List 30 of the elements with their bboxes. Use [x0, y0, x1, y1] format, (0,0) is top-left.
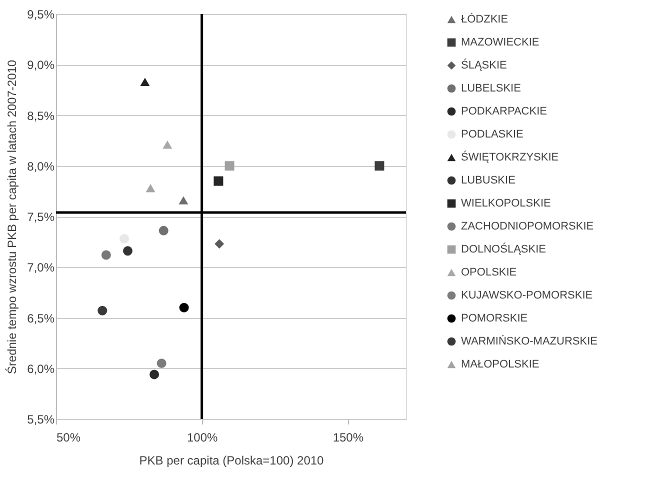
- y-tick-label: 5,5%: [27, 412, 55, 426]
- y-tick-label: 7,0%: [27, 260, 55, 275]
- legend-label: OPOLSKIE: [461, 266, 517, 278]
- legend-label: KUJAWSKO-POMORSKIE: [461, 290, 593, 302]
- legend-label: ŁÓDZKIE: [461, 12, 508, 26]
- y-tick-label: 9,5%: [27, 8, 55, 22]
- legend-label: WIELKOPOLSKIE: [461, 198, 551, 210]
- legend-label: ZACHODNIOPOMORSKIE: [461, 220, 594, 232]
- legend-label: POMORSKIE: [461, 312, 528, 324]
- x-tick-label: 50%: [56, 430, 81, 444]
- x-axis-title: PKB per capita (Polska=100) 2010: [139, 454, 324, 468]
- legend-label: MAZOWIECKIE: [461, 36, 540, 48]
- legend-label: WARMIŃSKO-MAZURSKIE: [461, 334, 598, 348]
- legend-label: MAŁOPOLSKIE: [461, 358, 540, 370]
- y-tick-label: 7,5%: [27, 210, 55, 224]
- legend-label: LUBELSKIE: [461, 82, 521, 94]
- y-tick-label: 8,0%: [27, 159, 55, 174]
- legend-label: PODKARPACKIE: [461, 106, 547, 118]
- legend-label: ŚLĄSKIE: [461, 58, 507, 72]
- legend-label: DOLNOŚLĄSKIE: [461, 242, 546, 256]
- y-tick-label: 6,5%: [27, 311, 55, 326]
- y-tick-label: 6,0%: [27, 362, 55, 376]
- x-tick-label: 150%: [332, 430, 364, 444]
- y-tick-label: 8,5%: [27, 108, 55, 123]
- x-tick-label: 100%: [186, 430, 218, 444]
- y-tick-label: 9,0%: [27, 58, 55, 72]
- y-axis-title: Średnie tempo wzrostu PKB per capita w latach 2007-2010: [5, 60, 20, 374]
- legend-label: PODLASKIE: [461, 128, 524, 140]
- legend-label: ŚWIĘTOKRZYSKIE: [461, 150, 559, 164]
- legend-label: LUBUSKIE: [461, 174, 516, 186]
